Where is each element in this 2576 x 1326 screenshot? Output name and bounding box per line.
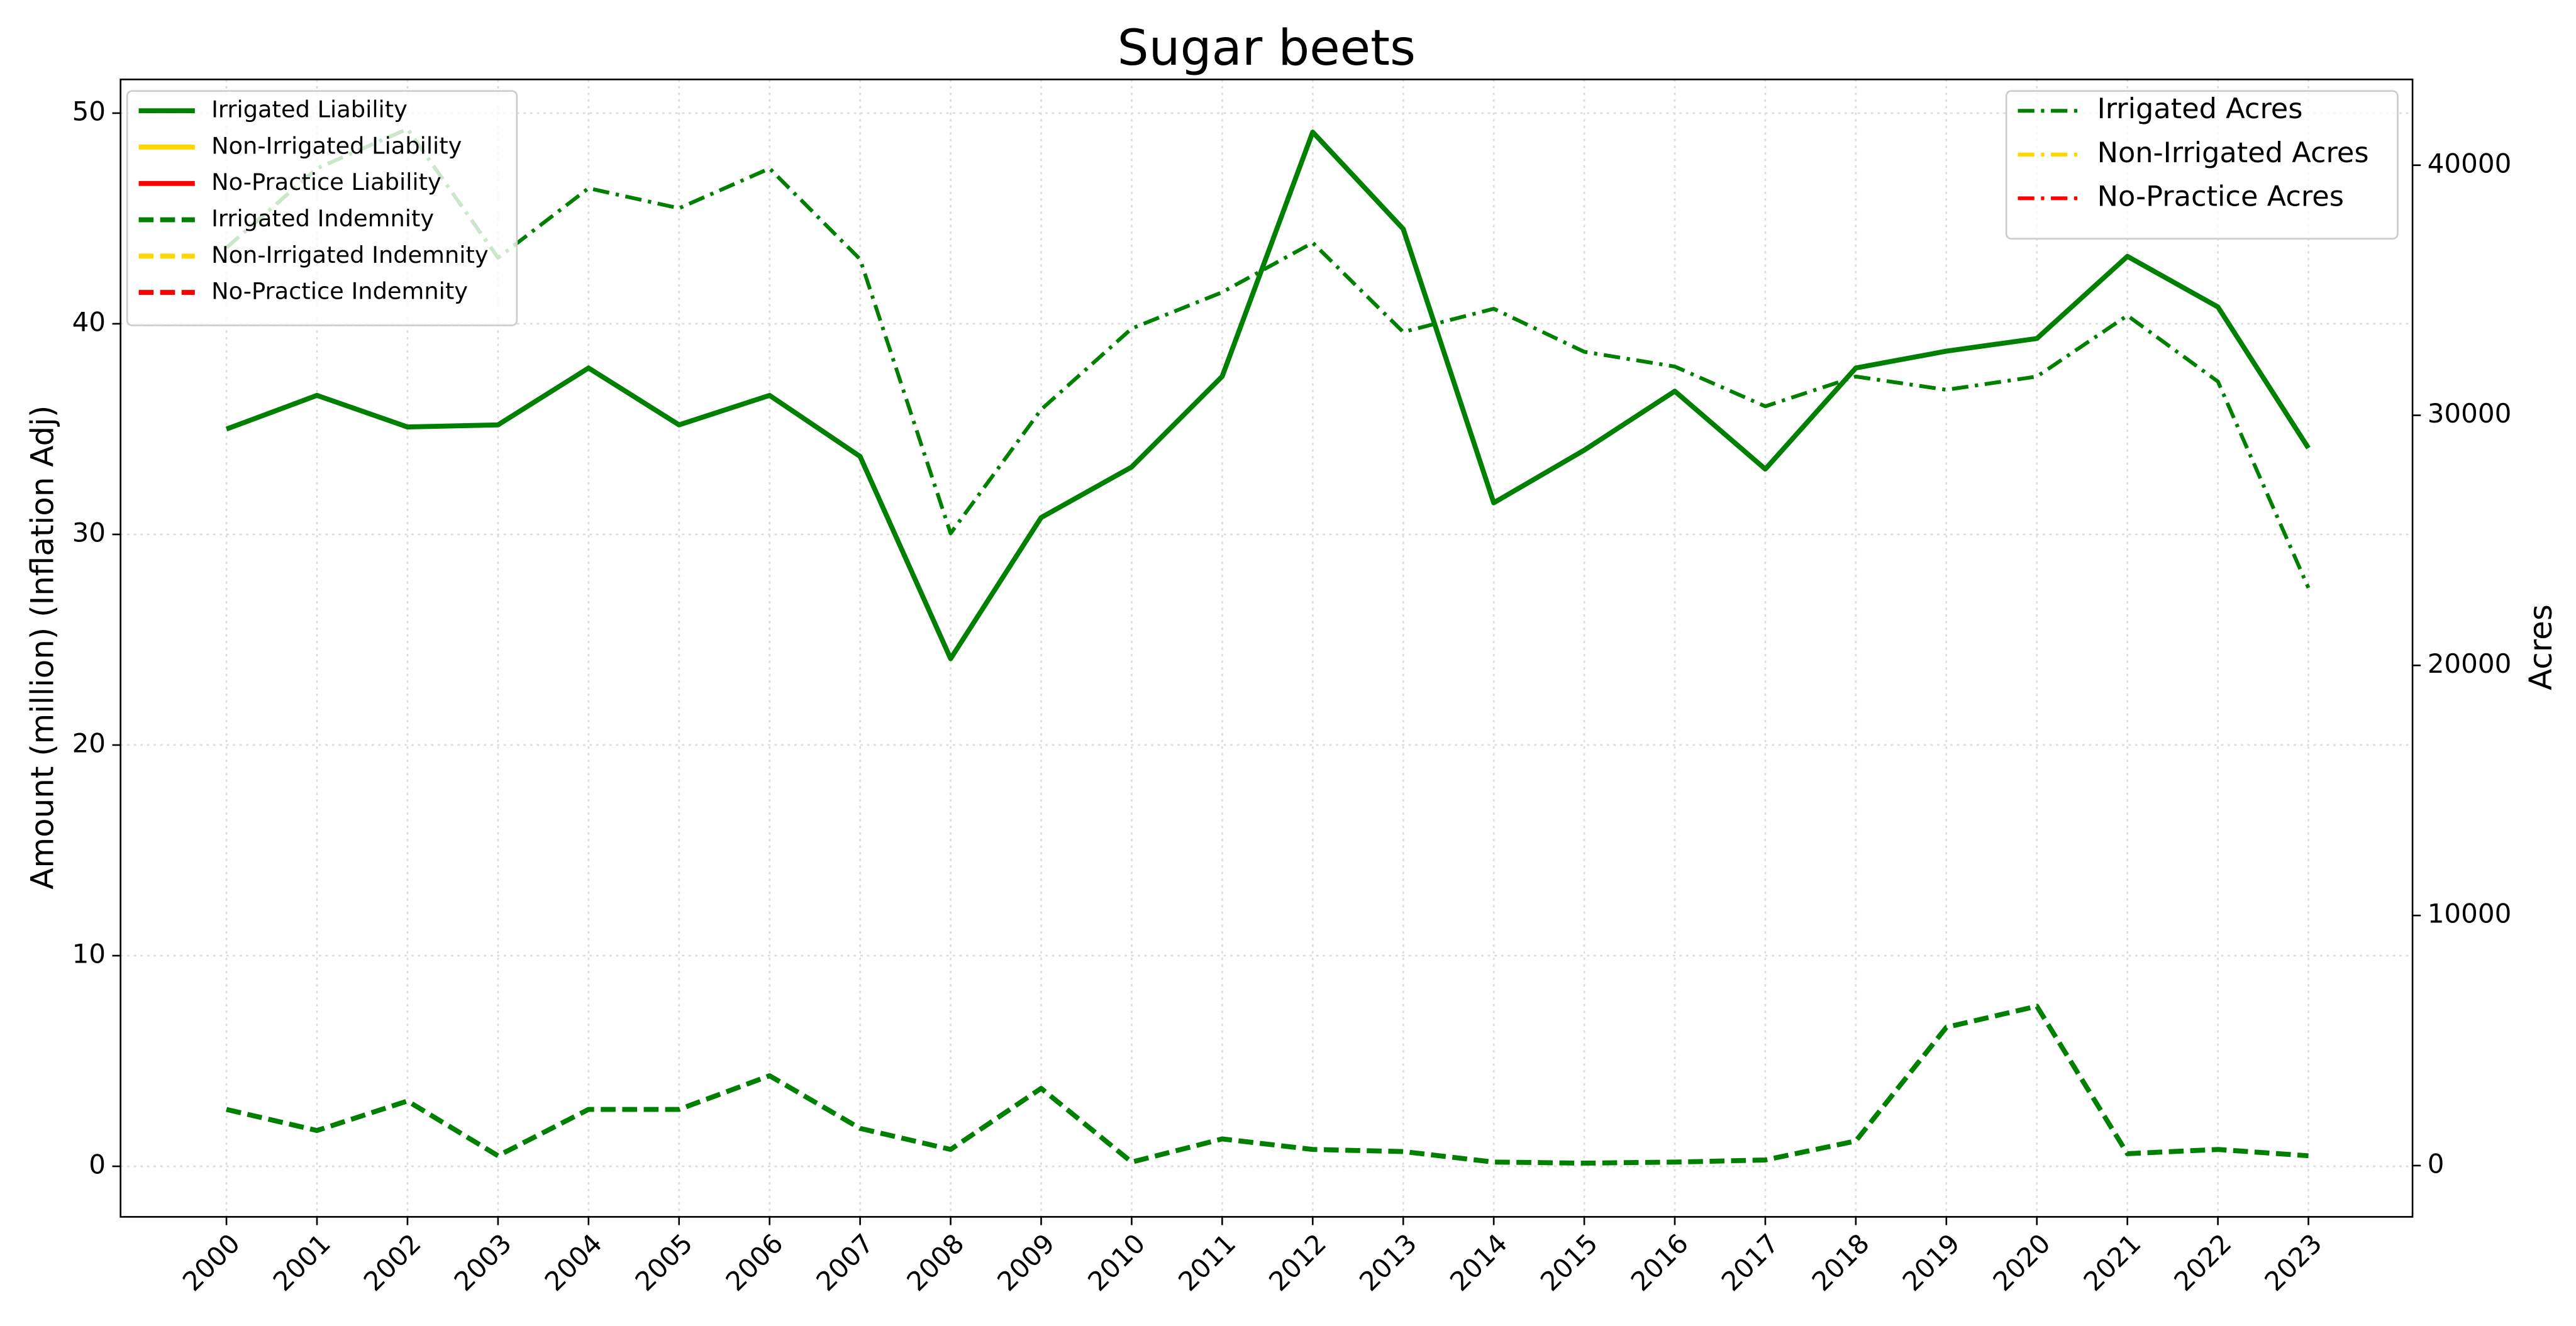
x-tick-label: 2014 bbox=[1444, 1228, 1513, 1297]
legend-label: Non-Irrigated Acres bbox=[2097, 136, 2369, 169]
y2-tick-label: 10000 bbox=[2428, 898, 2512, 929]
x-tick-label: 2003 bbox=[448, 1228, 518, 1297]
y-tick-label: 10 bbox=[72, 938, 106, 969]
legend-box bbox=[2005, 90, 2399, 240]
y-tick-label: 50 bbox=[72, 96, 106, 126]
legend-label: Irrigated Acres bbox=[2097, 92, 2303, 125]
x-tick-label: 2011 bbox=[1172, 1228, 1241, 1297]
y2-axis-label: Acres bbox=[2523, 604, 2559, 690]
x-tick-label: 2008 bbox=[901, 1228, 970, 1297]
y-tick-label: 30 bbox=[72, 517, 106, 548]
x-tick-label: 2022 bbox=[2168, 1228, 2237, 1297]
x-tick-label: 2010 bbox=[1082, 1228, 1151, 1297]
y2-tick-label: 20000 bbox=[2428, 648, 2512, 679]
y-tick-label: 0 bbox=[89, 1149, 106, 1180]
x-tick-label: 2021 bbox=[2077, 1228, 2146, 1297]
legend-label: No-Practice Indemnity bbox=[211, 278, 468, 305]
series-line bbox=[225, 130, 2311, 661]
x-tick-label: 2019 bbox=[1897, 1228, 1966, 1297]
legend-label: Non-Irrigated Liability bbox=[211, 132, 462, 159]
x-tick-label: 2005 bbox=[629, 1228, 698, 1297]
chart-title: Sugar beets bbox=[1118, 19, 1416, 77]
y2-tick-label: 30000 bbox=[2428, 398, 2512, 429]
legend-label: No-Practice Liability bbox=[211, 169, 441, 196]
x-tick-label: 2013 bbox=[1353, 1228, 1423, 1297]
legend-box bbox=[126, 90, 518, 326]
x-tick-label: 2012 bbox=[1263, 1228, 1332, 1297]
legend-label: Irrigated Indemnity bbox=[211, 205, 434, 232]
y-axis-label: Amount (million) (Inflation Adj) bbox=[24, 405, 60, 889]
legend-label: No-Practice Acres bbox=[2097, 180, 2344, 213]
x-tick-label: 2000 bbox=[177, 1228, 246, 1297]
y2-tick-label: 0 bbox=[2428, 1148, 2445, 1179]
series-line bbox=[225, 127, 2311, 589]
x-tick-label: 2018 bbox=[1806, 1228, 1875, 1297]
x-tick-label: 2002 bbox=[358, 1228, 427, 1297]
x-tick-label: 2023 bbox=[2258, 1228, 2328, 1297]
legend-label: Non-Irrigated Indemnity bbox=[211, 241, 489, 268]
x-tick-label: 2001 bbox=[267, 1228, 336, 1297]
x-tick-label: 2006 bbox=[719, 1228, 789, 1297]
x-tick-label: 2017 bbox=[1716, 1228, 1785, 1297]
x-tick-label: 2007 bbox=[810, 1228, 879, 1297]
x-tick-label: 2020 bbox=[1987, 1228, 2056, 1297]
series-line bbox=[226, 1003, 2309, 1166]
x-tick-label: 2004 bbox=[539, 1228, 608, 1297]
y-tick-label: 40 bbox=[72, 306, 106, 337]
y-tick-label: 20 bbox=[72, 727, 106, 758]
legend-label: Irrigated Liability bbox=[211, 96, 408, 123]
x-tick-label: 2015 bbox=[1535, 1228, 1604, 1297]
plot-frame bbox=[119, 79, 2414, 1218]
y2-tick-label: 40000 bbox=[2428, 148, 2512, 179]
x-tick-label: 2009 bbox=[991, 1228, 1060, 1297]
x-tick-label: 2016 bbox=[1625, 1228, 1694, 1297]
